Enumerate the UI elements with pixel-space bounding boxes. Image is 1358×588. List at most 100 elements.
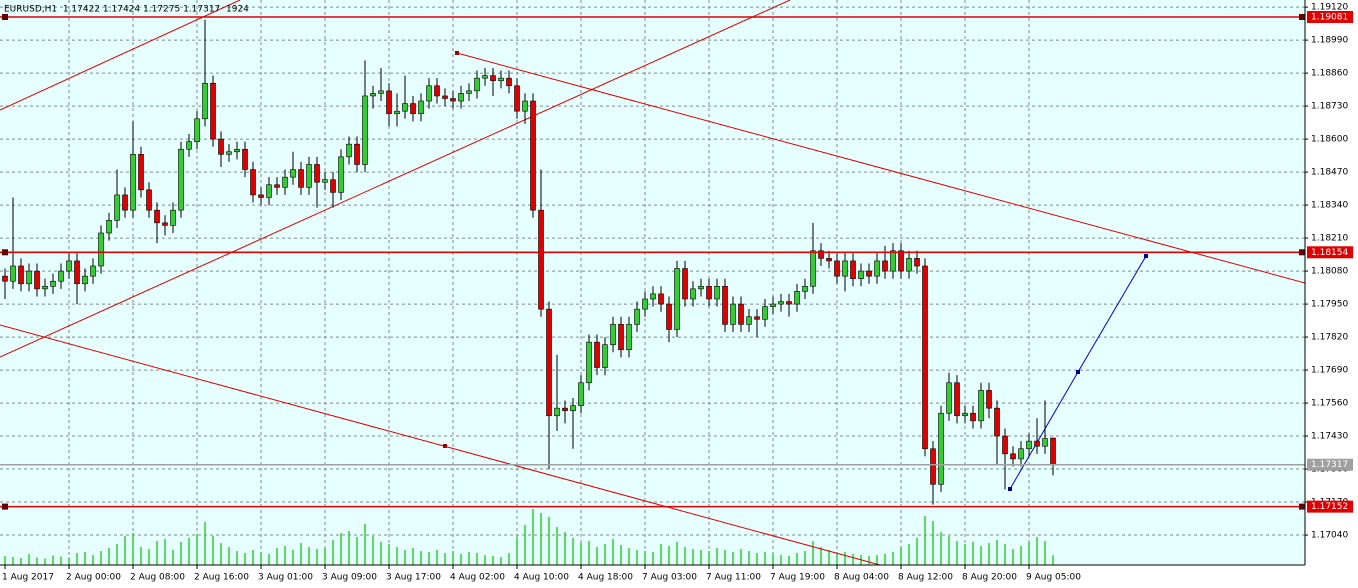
volume-bar bbox=[900, 547, 902, 565]
volume-bar bbox=[172, 550, 174, 565]
candle-body bbox=[330, 179, 336, 193]
volume-bar bbox=[812, 541, 814, 565]
volume-bar bbox=[644, 551, 646, 565]
volume-bar bbox=[268, 554, 270, 565]
volume-bar bbox=[428, 552, 430, 565]
x-tick-label: 7 Aug 11:00 bbox=[706, 573, 761, 583]
candle-body bbox=[754, 316, 760, 320]
candle-body bbox=[914, 258, 920, 267]
volume-bar bbox=[76, 553, 78, 565]
volume-bar bbox=[420, 551, 422, 565]
candle-body bbox=[698, 286, 704, 290]
price-line-anchor bbox=[2, 503, 8, 510]
y-tick-label: 1.18080 bbox=[1311, 267, 1348, 277]
y-tick-label: 1.17820 bbox=[1311, 333, 1348, 343]
candle-body bbox=[578, 382, 584, 406]
volume-bar bbox=[44, 558, 46, 565]
trendline-anchor bbox=[455, 51, 459, 55]
y-tick-label: 1.17430 bbox=[1311, 432, 1348, 442]
volume-bar bbox=[580, 543, 582, 565]
volume-bar bbox=[100, 551, 102, 565]
price-label-box bbox=[1307, 458, 1353, 471]
candle-body bbox=[42, 286, 48, 290]
candle-body bbox=[58, 270, 64, 282]
candle-body bbox=[594, 341, 600, 368]
volume-bar bbox=[244, 553, 246, 565]
price-lines bbox=[0, 14, 1305, 510]
candle-body bbox=[250, 169, 256, 196]
volume-bar bbox=[124, 536, 126, 565]
price-label: 1.19081 bbox=[1311, 13, 1348, 23]
volume-bar bbox=[108, 548, 110, 565]
volume-bar bbox=[532, 509, 534, 565]
candle-body bbox=[434, 85, 440, 97]
volume-bar bbox=[668, 546, 670, 565]
candle-body bbox=[954, 382, 960, 417]
candle-body bbox=[834, 260, 840, 277]
volume-bar bbox=[300, 543, 302, 565]
trendline bbox=[0, 324, 881, 565]
x-tick-label: 9 Aug 05:00 bbox=[1026, 573, 1081, 583]
candle-body bbox=[978, 390, 984, 422]
volume-bar bbox=[444, 553, 446, 565]
price-line-anchor bbox=[1299, 503, 1305, 510]
candle-body bbox=[306, 164, 312, 188]
trendline-anchor bbox=[443, 444, 447, 448]
candle-body bbox=[450, 98, 456, 102]
candle-body bbox=[882, 260, 888, 272]
candle-body bbox=[730, 303, 736, 325]
volume-bar bbox=[572, 538, 574, 565]
candle-body bbox=[994, 407, 1000, 437]
candle-body bbox=[210, 82, 216, 140]
volume-bar bbox=[780, 555, 782, 565]
candle-body bbox=[154, 209, 160, 224]
candle-body bbox=[354, 143, 360, 165]
candle-body bbox=[218, 138, 224, 155]
volume-bar bbox=[604, 544, 606, 565]
volume-bar bbox=[484, 555, 486, 565]
candle-body bbox=[82, 275, 88, 285]
y-tick-label: 1.18730 bbox=[1311, 102, 1348, 112]
x-tick-label: 2 Aug 08:00 bbox=[130, 573, 185, 583]
volume-bar bbox=[684, 547, 686, 565]
candle-body bbox=[618, 324, 624, 351]
candle-body bbox=[506, 77, 512, 87]
volume-bar bbox=[140, 547, 142, 565]
volume-bar bbox=[476, 553, 478, 565]
candle-body bbox=[50, 280, 56, 287]
volume-bar bbox=[932, 521, 934, 565]
x-tick-label: 3 Aug 09:00 bbox=[322, 573, 377, 583]
candle-body bbox=[162, 222, 168, 226]
volume-bar bbox=[412, 548, 414, 565]
chart-title: EURUSD,H1 1.17422 1.17424 1.17275 1.1731… bbox=[4, 5, 249, 15]
volume-bar bbox=[524, 525, 526, 565]
y-tick-label: 1.17040 bbox=[1311, 531, 1348, 541]
volume-bar bbox=[1020, 546, 1022, 565]
y-tick-label: 1.18340 bbox=[1311, 201, 1348, 211]
candle-body bbox=[98, 232, 104, 267]
candle-body bbox=[970, 412, 976, 422]
y-tick-label: 1.18600 bbox=[1311, 135, 1348, 145]
volume-bar bbox=[276, 548, 278, 565]
candle-body bbox=[2, 275, 8, 282]
volume-bar bbox=[764, 552, 766, 565]
volume-bar bbox=[540, 513, 542, 565]
candle-body bbox=[186, 141, 192, 150]
volume-bar bbox=[36, 557, 38, 565]
candle-body bbox=[922, 265, 928, 450]
price-label-box bbox=[1307, 11, 1353, 24]
volume-bar bbox=[4, 556, 6, 565]
candle-body bbox=[130, 154, 136, 211]
candle-body bbox=[786, 301, 792, 305]
candle-body bbox=[690, 288, 696, 300]
candle-body bbox=[426, 85, 432, 102]
candle-body bbox=[338, 156, 344, 193]
volume-bar bbox=[316, 549, 318, 565]
volumes bbox=[4, 509, 1054, 565]
volume-bar bbox=[260, 552, 262, 565]
volume-bar bbox=[252, 550, 254, 565]
candle-body bbox=[226, 151, 232, 155]
candle-body bbox=[274, 184, 280, 188]
candle-body bbox=[674, 268, 680, 330]
trendline bbox=[0, 0, 241, 111]
